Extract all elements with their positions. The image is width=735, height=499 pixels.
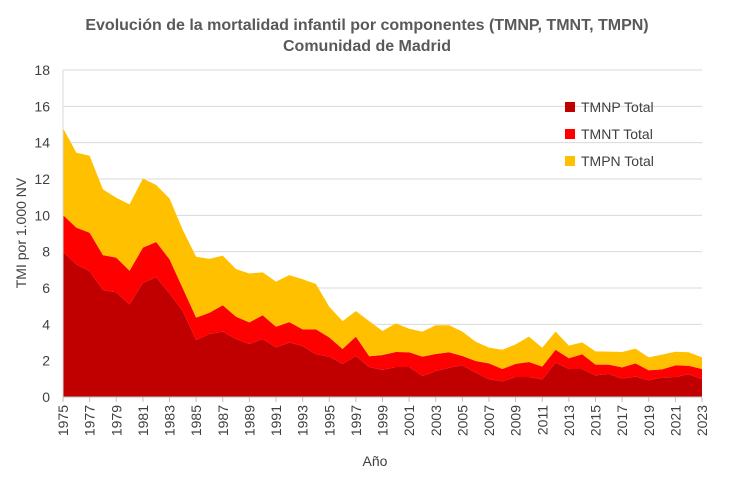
chart-title: Evolución de la mortalidad infantil por … bbox=[85, 17, 648, 34]
legend-label: TMPN Total bbox=[581, 153, 654, 169]
y-tick-label: 18 bbox=[34, 62, 50, 78]
x-tick-label: 1991 bbox=[268, 405, 284, 436]
x-axis-label: Año bbox=[363, 453, 388, 469]
x-tick-label: 1979 bbox=[108, 405, 124, 436]
x-tick-label: 2009 bbox=[508, 405, 524, 436]
x-tick-label: 2023 bbox=[694, 405, 710, 436]
legend-swatch bbox=[565, 129, 575, 139]
y-tick-label: 6 bbox=[42, 280, 50, 296]
y-tick-label: 14 bbox=[34, 135, 50, 151]
x-tick-label: 2017 bbox=[614, 405, 630, 436]
chart-subtitle: Comunidad de Madrid bbox=[283, 38, 451, 55]
x-tick-label: 1995 bbox=[321, 405, 337, 436]
y-axis-label: TMI por 1.000 NV bbox=[13, 177, 29, 288]
legend-swatch bbox=[565, 156, 575, 166]
y-tick-label: 8 bbox=[42, 244, 50, 260]
legend-label: TMNP Total bbox=[581, 99, 654, 115]
x-tick-label: 2001 bbox=[401, 405, 417, 436]
area-tmnp-total bbox=[63, 251, 702, 397]
legend-swatch bbox=[565, 102, 575, 112]
x-tick-label: 2003 bbox=[428, 405, 444, 436]
x-tick-label: 2015 bbox=[588, 405, 604, 436]
x-tick-label: 1997 bbox=[348, 405, 364, 436]
y-tick-label: 2 bbox=[42, 353, 50, 369]
x-tick-label: 2007 bbox=[481, 405, 497, 436]
x-tick-label: 2005 bbox=[454, 405, 470, 436]
x-tick-label: 2011 bbox=[534, 405, 550, 435]
x-tick-label: 1985 bbox=[188, 405, 204, 436]
x-tick-label: 1981 bbox=[135, 405, 151, 436]
x-tick-label: 1983 bbox=[162, 405, 178, 436]
x-tick-label: 2021 bbox=[667, 405, 683, 436]
y-tick-label: 12 bbox=[34, 171, 50, 187]
y-tick-label: 16 bbox=[34, 98, 50, 114]
x-tick-label: 1987 bbox=[215, 405, 231, 436]
x-tick-label: 1999 bbox=[375, 405, 391, 436]
y-tick-label: 4 bbox=[42, 316, 50, 332]
x-tick-label: 2013 bbox=[561, 405, 577, 436]
x-tick-label: 1989 bbox=[241, 405, 257, 436]
area-tmpn-total bbox=[63, 128, 702, 371]
y-tick-label: 10 bbox=[34, 207, 50, 223]
x-tick-label: 2019 bbox=[641, 405, 657, 436]
x-tick-label: 1993 bbox=[295, 405, 311, 436]
y-tick-label: 0 bbox=[42, 389, 50, 405]
x-tick-label: 1977 bbox=[82, 405, 98, 436]
legend-label: TMNT Total bbox=[581, 126, 653, 142]
x-tick-label: 1975 bbox=[55, 405, 71, 436]
